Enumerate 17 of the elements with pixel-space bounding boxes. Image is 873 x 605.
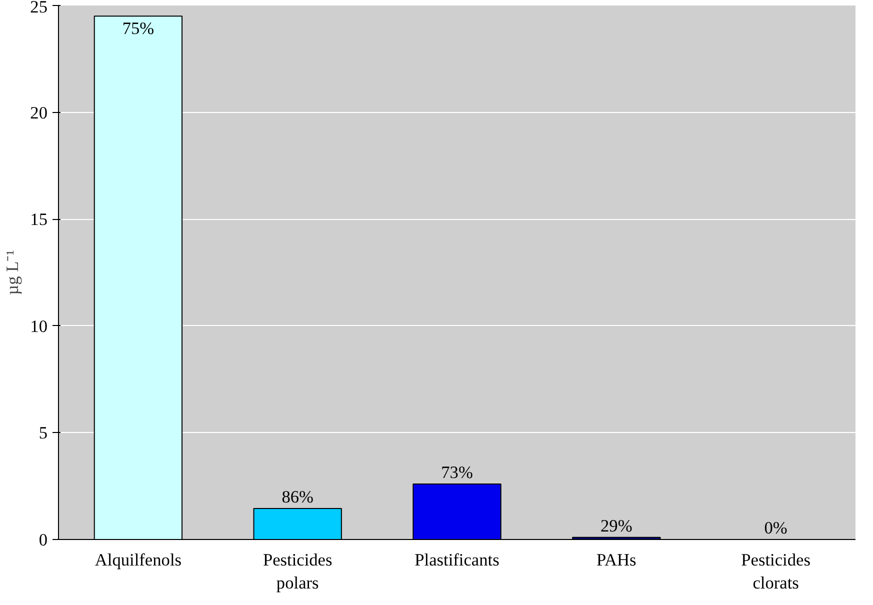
x-tick-label: Pesticides clorats: [741, 550, 811, 592]
annotation: 75%: [122, 19, 154, 38]
x-tick-label: Pesticides polars: [262, 550, 333, 592]
y-tick-label: 20: [30, 103, 48, 122]
annotation: 29%: [600, 516, 632, 536]
x-tick-label: Alquilfenols: [94, 550, 182, 570]
annotation: 73%: [441, 462, 473, 482]
y-tick-label: 5: [38, 424, 48, 443]
x-tick-label: PAHs: [596, 550, 637, 570]
y-axis-title: µg L⁻¹: [3, 250, 22, 295]
annotation: 86%: [282, 488, 314, 507]
y-tick-label: 25: [30, 0, 48, 16]
y-tick-label: 0: [38, 530, 48, 550]
annotation: 0%: [764, 518, 788, 538]
y-tick-label: 10: [30, 316, 48, 336]
y-tick-label: 15: [30, 210, 48, 230]
x-tick-label: Plastificants: [414, 550, 500, 570]
